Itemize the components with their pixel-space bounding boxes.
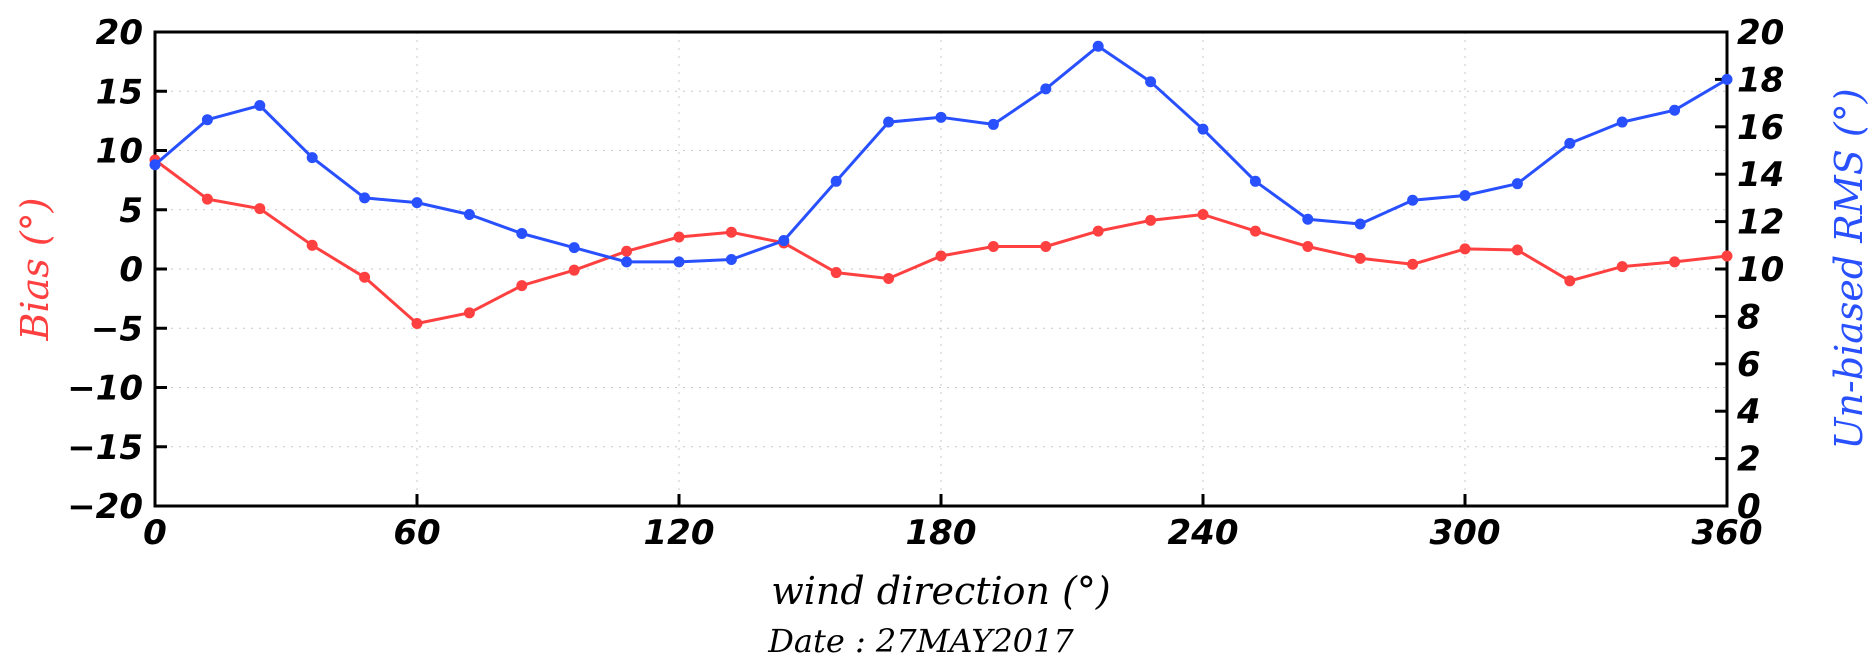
rms-point	[1040, 83, 1052, 95]
y-left-tick-label: 15	[96, 72, 143, 112]
bias-point	[725, 226, 737, 238]
rms-point	[254, 99, 266, 111]
y-right-tick-label: 20	[1737, 13, 1784, 53]
rms-point	[1302, 213, 1314, 225]
y-right-tick-label: 14	[1737, 155, 1784, 195]
rms-point	[1249, 175, 1261, 187]
rms-point	[359, 192, 371, 204]
y-right-tick-label: 6	[1737, 345, 1761, 385]
y-right-tick-label: 0	[1737, 487, 1761, 527]
x-tick-label: 240	[1168, 513, 1239, 553]
rms-point	[411, 197, 423, 209]
y-right-tick-label: 2	[1737, 440, 1761, 480]
rms-point	[1669, 104, 1681, 116]
rms-point	[149, 159, 161, 171]
rms-point	[306, 152, 318, 164]
x-tick-label: 300	[1430, 513, 1501, 553]
bias-point	[306, 239, 318, 251]
rms-point	[725, 254, 737, 266]
bias-point	[621, 245, 633, 257]
rms-point	[1511, 178, 1523, 190]
x-axis-label: wind direction (°)	[771, 569, 1110, 613]
bias-point	[463, 307, 475, 319]
rms-point	[1092, 40, 1104, 52]
bias-point	[568, 264, 580, 276]
bias-point	[1354, 252, 1366, 264]
bias-point	[1145, 214, 1157, 226]
rms-point	[673, 256, 685, 268]
bias-point	[830, 267, 842, 279]
y-axis-left-label: Bias (°)	[13, 198, 57, 342]
x-tick-label: 180	[906, 513, 977, 553]
bias-point	[201, 193, 213, 205]
rms-point	[1721, 73, 1733, 85]
rms-point	[830, 175, 842, 187]
bias-point	[1407, 258, 1419, 270]
y-left-tick-label: −5	[91, 309, 143, 349]
rms-point	[1197, 123, 1209, 135]
y-right-tick-label: 16	[1737, 108, 1784, 148]
rms-point	[621, 256, 633, 268]
x-tick-label: 120	[644, 513, 715, 553]
rms-point	[1145, 76, 1157, 88]
bias-point	[359, 271, 371, 283]
y-right-tick-label: 12	[1737, 203, 1784, 243]
bias-point	[1302, 240, 1314, 252]
y-left-tick-label: −10	[67, 369, 143, 409]
bias-point	[1197, 208, 1209, 220]
y-right-tick-label: 8	[1737, 297, 1761, 337]
series-rms	[149, 40, 1733, 268]
x-tick-label: 0	[143, 513, 167, 553]
rms-point	[1459, 190, 1471, 202]
rms-point	[1564, 137, 1576, 149]
y-right-tick-label: 18	[1737, 60, 1784, 100]
bias-point	[516, 280, 528, 292]
bias-point	[1564, 275, 1576, 287]
bias-point	[1721, 250, 1733, 262]
rms-point	[1407, 194, 1419, 206]
rms-point	[463, 208, 475, 220]
y-left-tick-label: −20	[67, 487, 143, 527]
rms-point	[516, 227, 528, 239]
bias-point	[883, 272, 895, 284]
bias-point	[1459, 243, 1471, 255]
y-left-tick-label: 5	[119, 191, 143, 231]
date-footer: Date : 27MAY2017	[767, 622, 1074, 660]
y-axis-right-label: Un-biased RMS (°)	[1827, 88, 1871, 449]
rms-point	[1354, 218, 1366, 230]
bias-point	[411, 318, 423, 330]
rms-point	[935, 111, 947, 123]
rms-point	[1616, 116, 1628, 128]
rms-point	[778, 235, 790, 247]
y-right-tick-label: 10	[1737, 250, 1784, 290]
bias-point	[1669, 256, 1681, 268]
bias-point	[1249, 225, 1261, 237]
bias-point	[1092, 225, 1104, 237]
bias-point	[673, 231, 685, 243]
bias-point	[1616, 261, 1628, 273]
x-tick-label: 60	[393, 513, 440, 553]
axes: 0 60 120 180 240 300 36020151050−5−10−15−20201…	[67, 13, 1784, 553]
rms-line	[154, 44, 1728, 264]
y-left-tick-label: 20	[96, 13, 143, 53]
y-left-tick-label: 0	[119, 250, 143, 290]
grid-lines	[155, 32, 1727, 506]
bias-point	[935, 250, 947, 262]
rms-point	[201, 114, 213, 126]
rms-point	[568, 242, 580, 254]
y-right-tick-label: 4	[1736, 392, 1761, 432]
bias-point	[254, 203, 266, 215]
x-tick-label: 360	[1692, 513, 1763, 553]
rms-point	[987, 118, 999, 130]
y-left-tick-label: −15	[67, 428, 143, 468]
series-bias	[149, 154, 1733, 330]
rms-point	[883, 116, 895, 128]
y-left-tick-label: 10	[96, 132, 143, 172]
bias-point	[1511, 244, 1523, 256]
bias-point	[1040, 240, 1052, 252]
bias-point	[987, 240, 999, 252]
